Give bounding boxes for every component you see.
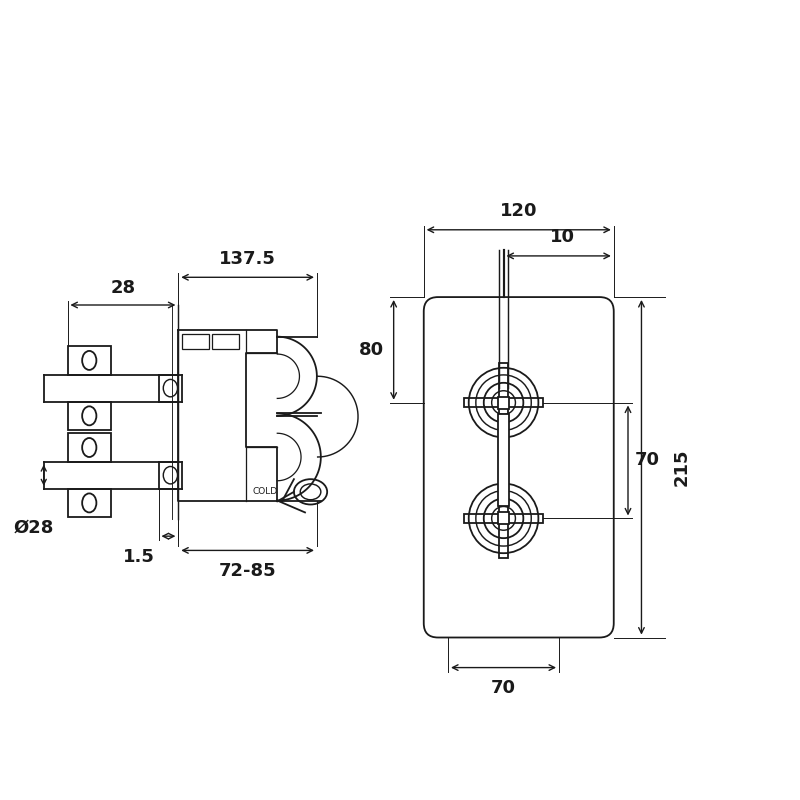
Ellipse shape xyxy=(82,494,96,513)
Ellipse shape xyxy=(82,438,96,457)
Text: 215: 215 xyxy=(673,449,691,486)
Text: 120: 120 xyxy=(500,202,538,220)
Ellipse shape xyxy=(294,479,327,505)
Ellipse shape xyxy=(300,484,321,500)
Text: 28: 28 xyxy=(110,279,135,297)
Ellipse shape xyxy=(82,351,96,370)
FancyBboxPatch shape xyxy=(464,514,543,523)
FancyBboxPatch shape xyxy=(67,434,111,462)
Text: 1.5: 1.5 xyxy=(122,548,154,566)
Text: 80: 80 xyxy=(359,341,384,359)
FancyBboxPatch shape xyxy=(498,397,510,409)
Ellipse shape xyxy=(163,379,178,397)
FancyBboxPatch shape xyxy=(67,402,111,430)
FancyBboxPatch shape xyxy=(498,414,510,506)
FancyBboxPatch shape xyxy=(464,398,543,407)
Text: Ø28: Ø28 xyxy=(14,518,54,537)
FancyBboxPatch shape xyxy=(499,478,508,558)
Ellipse shape xyxy=(163,466,178,484)
Text: 72-85: 72-85 xyxy=(218,562,277,580)
FancyBboxPatch shape xyxy=(67,489,111,517)
Ellipse shape xyxy=(82,406,96,426)
FancyBboxPatch shape xyxy=(498,513,510,524)
Text: 10: 10 xyxy=(550,229,575,246)
FancyBboxPatch shape xyxy=(67,346,111,374)
Text: 70: 70 xyxy=(491,678,516,697)
FancyBboxPatch shape xyxy=(182,334,209,350)
Text: 70: 70 xyxy=(634,451,659,470)
Text: 137.5: 137.5 xyxy=(219,250,276,268)
FancyBboxPatch shape xyxy=(499,363,508,442)
FancyBboxPatch shape xyxy=(212,334,238,350)
Text: COLD: COLD xyxy=(252,487,278,496)
FancyBboxPatch shape xyxy=(424,297,614,638)
